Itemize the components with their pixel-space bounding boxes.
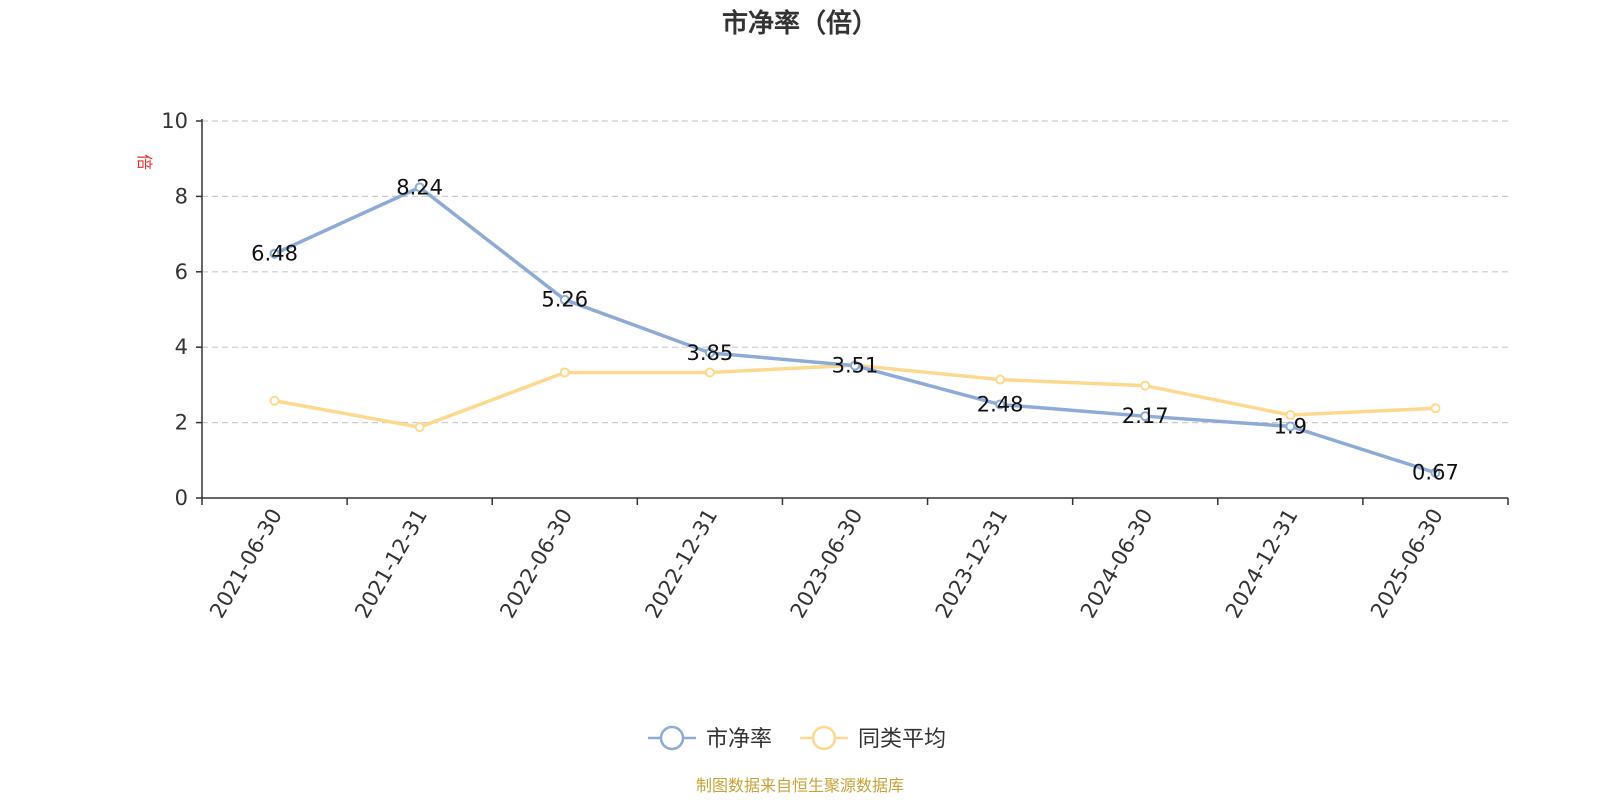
data-point (704, 367, 715, 378)
data-point (995, 374, 1006, 385)
legend-item-pb[interactable]: 市净率 (648, 725, 772, 752)
x-tick-label: 2025-06-30 (1366, 505, 1448, 623)
data-label: 2.48 (977, 393, 1024, 417)
data-point (559, 294, 570, 305)
data-point (850, 360, 860, 371)
y-tick-label: 8 (175, 184, 188, 208)
y-tick-label: 10 (161, 109, 188, 133)
y-tick-label: 0 (175, 486, 188, 510)
y-axis-unit-label: 倍 (135, 154, 154, 170)
data-point (1140, 380, 1151, 391)
y-tick-label: 6 (175, 260, 188, 284)
data-label: 8.24 (396, 175, 443, 199)
legend-label: 市净率 (706, 727, 772, 752)
legend[interactable]: 市净率 同类平均 (648, 725, 946, 752)
data-point (1430, 403, 1441, 414)
legend-marker-icon (811, 725, 837, 751)
data-point (414, 182, 425, 193)
data-source-note: 制图数据来自恒生聚源数据库 (696, 776, 904, 795)
data-label: 2.17 (1122, 404, 1169, 428)
data-label: 3.51 (832, 354, 879, 378)
chart-title: 市净率（倍） (722, 8, 878, 39)
legend-marker-icon (659, 725, 685, 751)
x-tick-label: 2023-12-31 (931, 505, 1013, 623)
data-point (1285, 410, 1296, 421)
x-tick-label: 2024-06-30 (1076, 505, 1158, 623)
data-label: 3.85 (687, 341, 734, 365)
x-tick-label: 2022-06-30 (495, 505, 577, 623)
data-label: 1.9 (1274, 414, 1307, 438)
data-label: 5.26 (541, 288, 588, 312)
x-tick-label: 2021-06-30 (205, 505, 287, 623)
x-tick-label: 2024-12-31 (1221, 505, 1303, 623)
data-point (704, 347, 715, 358)
data-label: 6.48 (251, 242, 298, 266)
data-label: 0.67 (1412, 461, 1459, 485)
data-point (269, 248, 280, 259)
legend-item-peer-avg[interactable]: 同类平均 (800, 725, 946, 752)
x-tick-label: 2023-06-30 (786, 505, 868, 623)
data-point (1285, 421, 1296, 432)
y-tick-label: 2 (175, 411, 188, 435)
y-axis: 0 2 4 6 8 10 (161, 109, 203, 510)
data-point (1140, 411, 1151, 422)
x-tick-label: 2021-12-31 (350, 504, 432, 622)
data-labels: 6.48 8.24 5.26 3.85 3.51 2.48 2.17 1.9 0.67 (251, 175, 1459, 484)
data-point (269, 395, 280, 406)
series-line-pb (273, 185, 1436, 475)
x-tick-label: 2022-12-31 (640, 505, 722, 623)
data-point (559, 367, 570, 378)
x-axis: 2021-06-30 2021-12-31 2022-06-30 2022-12-31… (201, 497, 1509, 623)
grid-lines (202, 120, 1508, 424)
y-tick-label: 4 (175, 335, 188, 359)
data-point (995, 399, 1006, 410)
legend-label: 同类平均 (858, 727, 946, 752)
data-point (1430, 467, 1441, 478)
data-point (414, 422, 425, 433)
series-layer (269, 182, 1441, 478)
